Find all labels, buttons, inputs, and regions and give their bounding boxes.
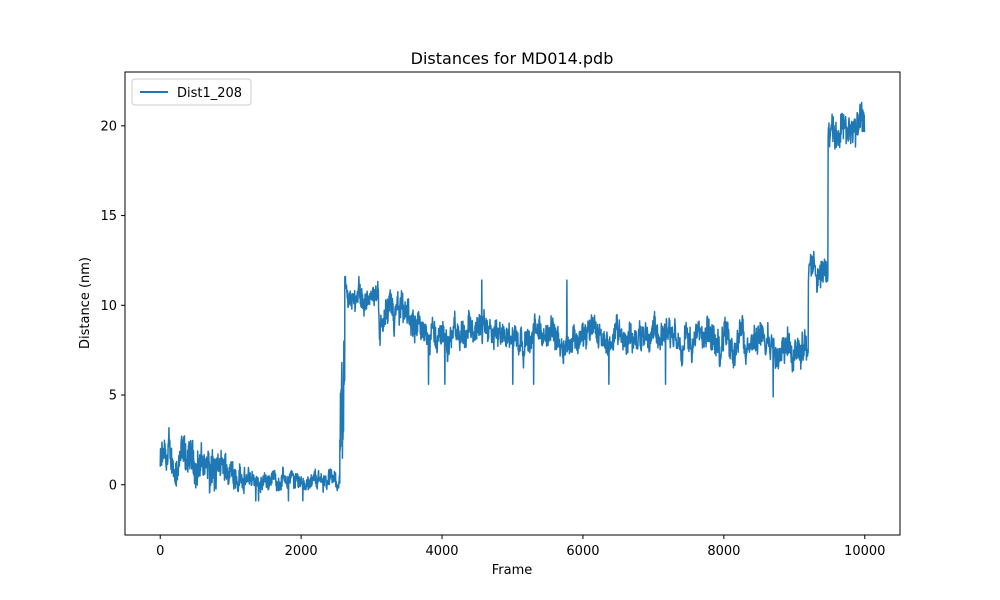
y-axis-label: Distance (nm) xyxy=(78,257,93,349)
y-tick-label: 5 xyxy=(109,389,117,404)
x-tick-label: 8000 xyxy=(707,544,740,559)
x-tick-label: 10000 xyxy=(844,544,885,559)
y-tick-label: 15 xyxy=(100,209,117,224)
legend-label-dist1-208: Dist1_208 xyxy=(177,86,242,101)
series-line-dist1-208 xyxy=(159,101,866,502)
x-tick-label: 0 xyxy=(156,544,164,559)
legend-box xyxy=(131,78,252,106)
x-tick-label: 6000 xyxy=(566,544,599,559)
x-tick-label: 4000 xyxy=(425,544,458,559)
y-axis: 0 5 10 15 20 xyxy=(100,119,125,493)
plot-area xyxy=(124,71,901,536)
plot-frame xyxy=(124,71,901,536)
y-tick-label: 20 xyxy=(100,119,117,134)
plot-background xyxy=(125,72,900,535)
y-tick-label: 0 xyxy=(109,478,117,493)
x-axis-label: Frame xyxy=(492,563,533,578)
x-axis: 0 2000 4000 6000 8000 10000 xyxy=(156,535,885,559)
y-tick-label: 10 xyxy=(100,299,117,314)
chart-title: Distances for MD014.pdb xyxy=(411,49,614,68)
legend: Dist1_208 xyxy=(131,78,252,106)
x-tick-label: 2000 xyxy=(285,544,318,559)
